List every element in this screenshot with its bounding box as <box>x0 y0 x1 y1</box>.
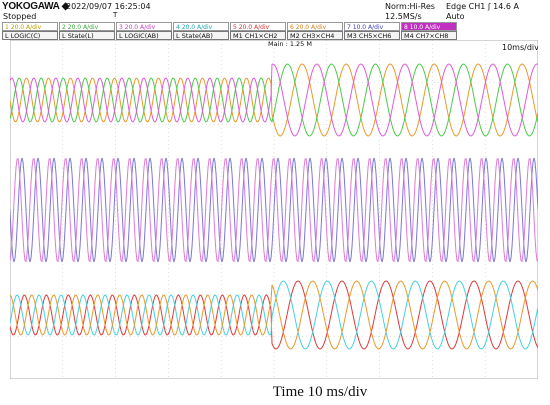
brand-logo: YOKOGAWA ◆ <box>2 1 70 12</box>
channel-scale-row: 1 20.0 A/div 2 20.0 A/div 3 20.0 A/div 4… <box>2 22 457 31</box>
acquisition-status: Stopped <box>3 12 37 21</box>
sample-rate: 12.5MS/s <box>385 12 422 21</box>
logic-c-box[interactable]: L LOGIC(C) <box>2 31 58 40</box>
state-l-box[interactable]: L State(L) <box>59 31 115 40</box>
state-ab-box[interactable]: L State(AB) <box>173 31 229 40</box>
channel-8-scale[interactable]: 8 10.0 A/div <box>401 22 457 31</box>
math2-box[interactable]: M2 CH3×CH4 <box>287 31 343 40</box>
channel-3-scale[interactable]: 3 20.0 A/div <box>116 22 172 31</box>
waveform-display[interactable]: 10ms/div Main : 1.25 M L <box>10 40 538 379</box>
trigger-settings: Edge CH1 ʃ 14.6 A <box>446 2 519 11</box>
datetime-readout: 2022/09/07 16:25:04 <box>66 2 151 11</box>
channel-7-scale[interactable]: 7 10.0 A/div <box>344 22 400 31</box>
top-phase-c-wave <box>10 63 538 137</box>
math3-box[interactable]: M3 CH5×CH6 <box>344 31 400 40</box>
time-caption: Time 10 ms/div <box>272 384 368 400</box>
bottom-phase-c-wave <box>10 280 538 350</box>
logic-ab-box[interactable]: L LOGIC(AB) <box>116 31 172 40</box>
middle-wave-2 <box>10 157 538 263</box>
channel-6-scale[interactable]: 6 20.0 A/div <box>287 22 343 31</box>
channel-2-scale[interactable]: 2 20.0 A/div <box>59 22 115 31</box>
channel-5-scale[interactable]: 5 20.0 A/div <box>230 22 286 31</box>
acquisition-mode: Norm:Hi-Res <box>385 2 435 11</box>
main-record-length: Main : 1.25 M <box>268 40 312 48</box>
top-phase-a-wave <box>10 63 538 137</box>
channel-4-scale[interactable]: 4 20.0 A/div <box>173 22 229 31</box>
bottom-phase-b-wave <box>10 280 538 350</box>
middle-wave-1 <box>10 157 538 263</box>
top-phase-b-wave <box>10 63 538 137</box>
math-logic-row: L LOGIC(C) L State(L) L LOGIC(AB) L Stat… <box>2 31 457 40</box>
math1-box[interactable]: M1 CH1×CH2 <box>230 31 286 40</box>
trigger-mode: Auto <box>446 12 465 21</box>
timebase-label: 10ms/div <box>502 43 538 52</box>
scope-header: YOKOGAWA ◆ Stopped 2022/09/07 16:25:04 T… <box>0 0 550 40</box>
math4-box[interactable]: M4 CH7×CH8 <box>401 31 457 40</box>
waveforms <box>10 63 538 350</box>
channel-1-scale[interactable]: 1 20.0 A/div <box>2 22 58 31</box>
bottom-phase-a-wave <box>10 280 538 350</box>
trigger-position-marker: T <box>113 11 118 19</box>
